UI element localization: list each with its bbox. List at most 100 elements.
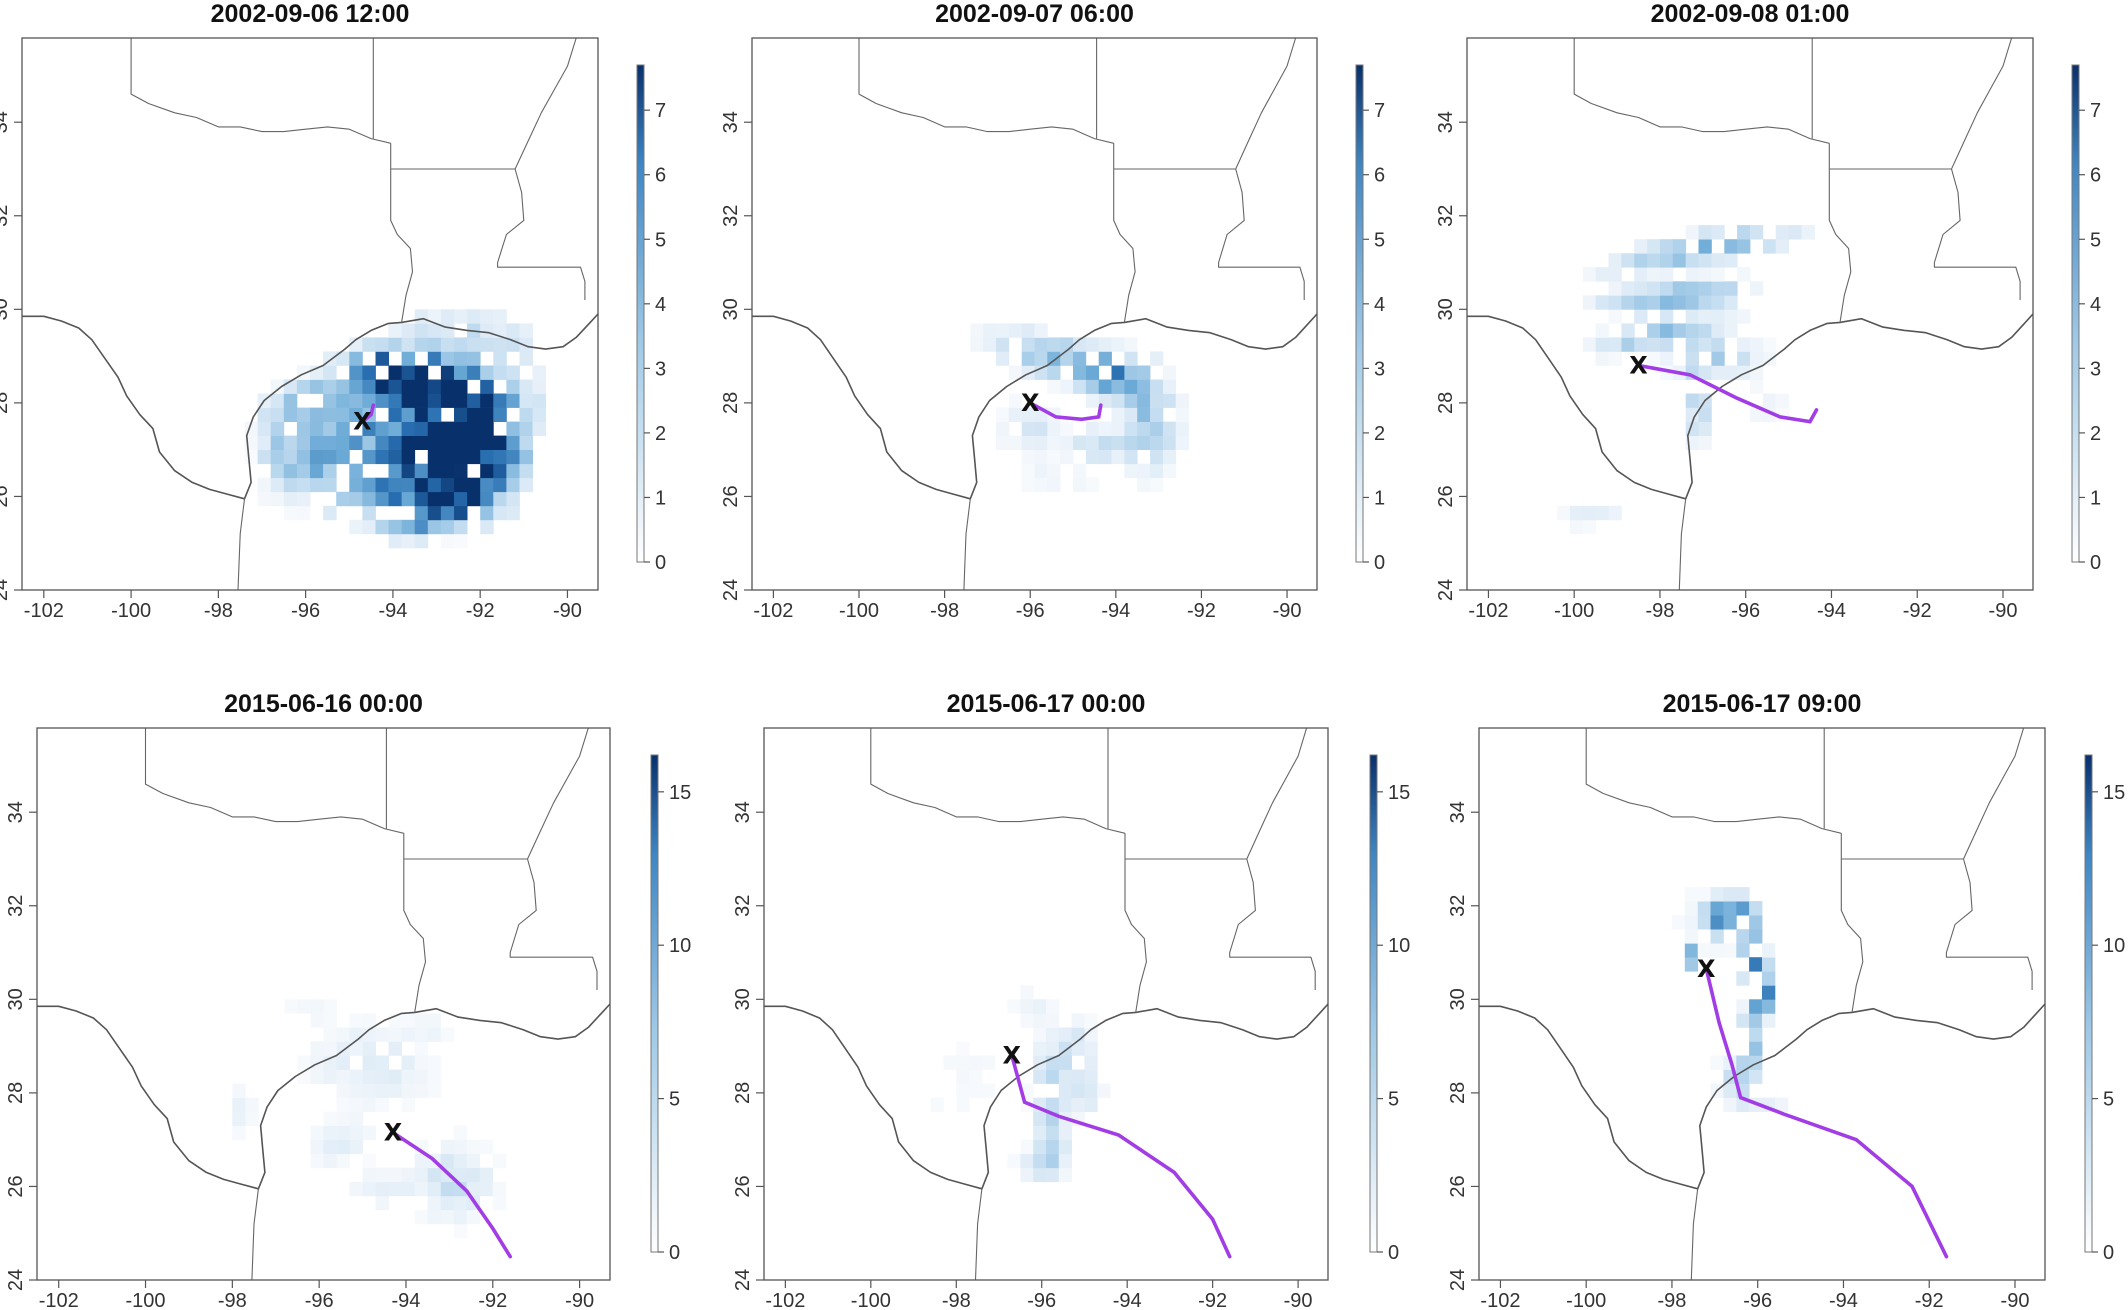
x-marker-icon: X: [353, 408, 372, 436]
border-line: [974, 1188, 983, 1280]
y-tick-label: 24: [732, 1269, 754, 1291]
rain-cell: [1034, 477, 1048, 493]
colorbar-tick-label: 5: [1388, 1089, 1399, 1111]
rain-cell: [970, 337, 984, 352]
rain-cell: [983, 337, 997, 352]
rain-cell: [1634, 239, 1648, 254]
border-line: [1690, 1188, 1699, 1280]
rain-cell: [1034, 323, 1048, 338]
rain-cell: [1557, 505, 1571, 521]
rain-cell: [414, 477, 429, 493]
rain-cell: [1046, 1153, 1060, 1169]
rain-cell: [1150, 449, 1164, 465]
y-tick-label: 28: [0, 392, 12, 414]
rain-cell: [1033, 1069, 1047, 1084]
colorbar-gradient: [650, 754, 659, 1253]
rain-cell: [427, 519, 442, 535]
colorbar: 0 1 2 3 4 5 6 7: [2071, 64, 2101, 574]
y-tick-label: 32: [1435, 205, 1457, 227]
rain-cell: [414, 309, 429, 324]
rain-cell: [467, 351, 481, 366]
state-boundary: [1246, 728, 1308, 860]
rain-cell: [1124, 379, 1138, 394]
rain-cell: [336, 379, 350, 394]
rain-cell: [362, 379, 376, 394]
rain-cell: [362, 1097, 376, 1112]
rain-cell: [1647, 239, 1661, 254]
state-boundary: [1229, 858, 1316, 990]
rain-cell: [414, 1083, 429, 1098]
rain-cell: [1073, 337, 1087, 352]
rain-cell: [1008, 323, 1022, 338]
rain-cell: [1034, 421, 1048, 436]
x-tick-label: -92: [1187, 600, 1216, 622]
rain-cell: [1672, 239, 1687, 254]
x-tick-label: -100: [839, 600, 879, 622]
rain-cell: [454, 477, 468, 493]
map-frame: [1466, 37, 2034, 591]
x-tick-label: -98: [218, 1290, 247, 1310]
rain-cell: [323, 365, 337, 380]
panel-title: 2015-06-16 00:00: [224, 690, 423, 718]
rain-cell: [1608, 267, 1622, 282]
map-panel-5: 2015-06-17 00:00 X -102 -100 -98 -96 -94 -92 -90…: [732, 690, 1410, 1310]
rain-cell: [1150, 393, 1164, 408]
rain-cell: [1595, 337, 1609, 352]
rain-cell: [1685, 337, 1699, 352]
rain-cell: [349, 1041, 363, 1056]
rain-cell: [1660, 281, 1674, 296]
rain-cell: [532, 421, 546, 436]
rain-cell: [270, 379, 285, 394]
rain-cell: [414, 533, 429, 549]
rain-cell: [1621, 295, 1635, 310]
rain-cell: [388, 533, 402, 549]
rainfall-field: [244, 309, 546, 549]
rain-cell: [1685, 281, 1699, 296]
y-tick-label: 34: [5, 801, 27, 823]
x-tick-label: -90: [2001, 1290, 2030, 1310]
rain-cell: [362, 1013, 376, 1028]
rain-cell: [454, 379, 468, 394]
state-boundary: [870, 728, 1126, 834]
rain-cell: [1621, 281, 1635, 296]
rain-cell: [440, 393, 455, 408]
rain-cell: [362, 505, 376, 521]
y-tick-label: 30: [732, 988, 754, 1010]
rain-cell: [336, 351, 350, 366]
rain-cell: [1736, 1055, 1750, 1070]
rain-cell: [401, 435, 416, 450]
rain-cell: [1085, 379, 1100, 394]
rain-cell: [1021, 435, 1035, 450]
rain-cell: [296, 435, 311, 450]
rain-cell: [1085, 421, 1100, 436]
rain-cell: [480, 379, 494, 394]
y-tick-label: 26: [0, 485, 12, 507]
rain-cell: [283, 449, 298, 465]
rain-cell: [1762, 393, 1777, 408]
rain-cell: [401, 477, 416, 493]
rain-cell: [296, 407, 311, 422]
x-tick-label: -92: [466, 600, 495, 622]
rain-cell: [323, 463, 337, 479]
rain-cell: [414, 1181, 429, 1197]
rain-cell: [493, 393, 507, 408]
rain-cell: [943, 1055, 957, 1070]
rain-cell: [506, 491, 520, 507]
rain-cell: [440, 463, 455, 479]
rain-cell: [1008, 393, 1022, 408]
rain-cell: [440, 1027, 455, 1042]
rain-cell: [1060, 435, 1074, 450]
colorbar: 0 1 2 3 4 5 6 7: [1355, 64, 1385, 574]
rain-cell: [375, 351, 389, 366]
rain-cell: [1098, 421, 1112, 436]
x-tick-label: -100: [851, 1290, 891, 1310]
rain-cell: [1582, 505, 1597, 521]
y-tick-label: 28: [720, 392, 742, 414]
rain-cell: [388, 379, 402, 394]
rain-cell: [1672, 281, 1687, 296]
rain-cell: [506, 435, 520, 450]
rain-cell: [1621, 337, 1635, 352]
coastline: [1467, 313, 2033, 500]
rain-cell: [1775, 393, 1789, 408]
rain-cell: [375, 379, 389, 394]
